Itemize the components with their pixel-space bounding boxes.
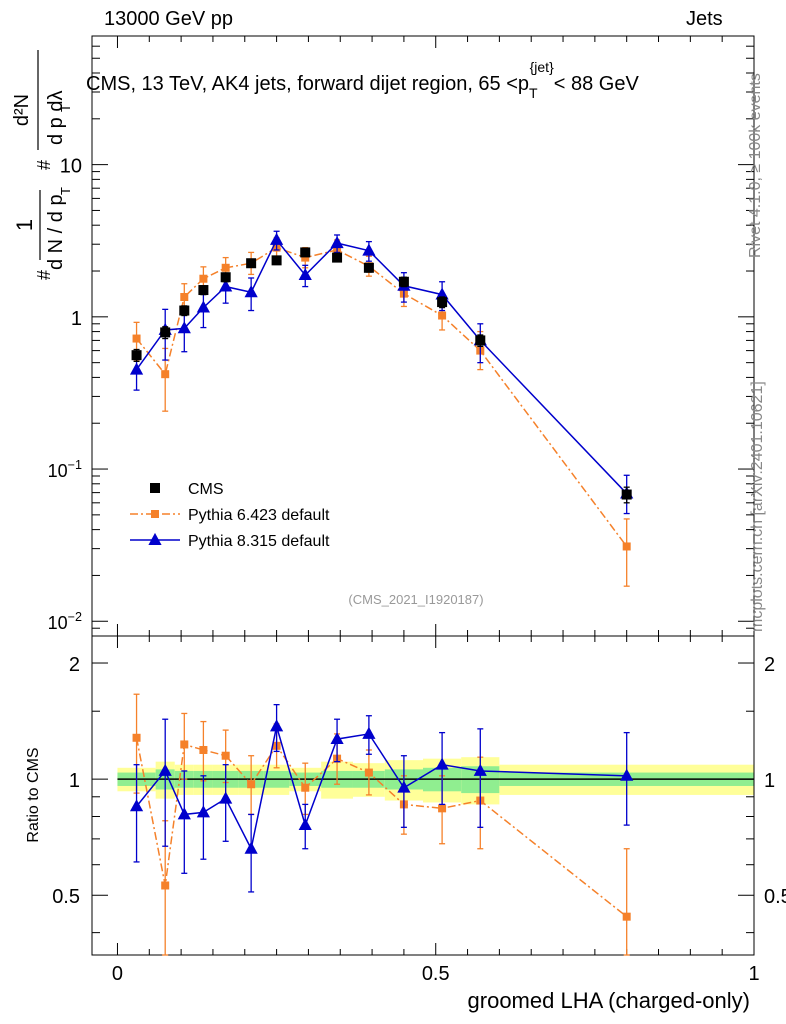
ratio-point-pythia8 <box>473 763 487 776</box>
ratio-point-pythia8 <box>177 807 191 820</box>
series-point-pythia6 <box>221 263 230 272</box>
y-tick-label: 1 <box>71 308 82 330</box>
ratio-point-pythia6 <box>132 733 141 742</box>
ratio-point-pythia8 <box>244 841 258 854</box>
y-tick-label: 10−1 <box>48 458 82 481</box>
energy-label: 13000 GeV pp <box>104 8 233 30</box>
legend-label: Pythia 8.315 default <box>188 533 330 550</box>
series-point-cms <box>198 285 209 296</box>
ratio-point-pythia6 <box>301 783 310 792</box>
series-point-pythia8 <box>196 300 210 313</box>
x-axis-title: groomed LHA (charged-only) <box>468 988 750 1013</box>
series-point-pythia8 <box>129 362 144 375</box>
x-tick-label: 1 <box>748 963 759 985</box>
series-line-pythia8 <box>135 238 628 495</box>
ratio-y-tick-label: 1 <box>764 770 775 792</box>
series-point-cms <box>475 335 486 346</box>
series-point-cms <box>220 272 231 283</box>
ratio-point-pythia8 <box>362 726 376 739</box>
ratio-point-pythia8 <box>620 768 634 781</box>
series-point-cms <box>160 327 171 338</box>
series-point-pythia8 <box>362 243 376 256</box>
x-tick-label: 0.5 <box>422 963 450 985</box>
ratio-point-pythia8 <box>219 791 233 804</box>
series-point-cms <box>271 255 282 266</box>
series-point-cms <box>246 258 257 269</box>
series-point-pythia8 <box>435 287 449 300</box>
legend-marker-pythia6 <box>151 510 159 518</box>
ratio-point-pythia8 <box>129 799 144 812</box>
ratio-y-tick-label: 2 <box>69 654 80 676</box>
y-title-sub: T <box>58 187 73 195</box>
ratio-point-pythia8 <box>435 757 449 770</box>
ratio-y-tick-label: 1 <box>69 770 80 792</box>
ratio-y-tick-label: 0.5 <box>764 886 786 908</box>
category-label: Jets <box>686 8 723 30</box>
x-tick-label: 0 <box>112 963 123 985</box>
ratio-point-pythia8 <box>330 731 344 745</box>
series-point-pythia6 <box>132 334 141 343</box>
series-point-pythia8 <box>244 285 258 298</box>
series-point-cms <box>621 489 632 500</box>
y-title-one: 1 <box>12 219 37 231</box>
series-point-pythia8 <box>298 267 312 281</box>
y-title-den: d p dλ <box>45 91 67 145</box>
chart-title: CMS, 13 TeV, AK4 jets, forward dijet reg… <box>86 59 639 101</box>
y-title-hash: # <box>34 160 54 170</box>
legend-label: Pythia 6.423 default <box>188 507 330 524</box>
series-point-pythia8 <box>269 232 284 245</box>
legend-marker-pythia8 <box>148 532 162 545</box>
y-title-den: d N / d p <box>45 194 67 270</box>
ratio-point-pythia8 <box>158 763 172 776</box>
series-point-pythia8 <box>330 235 344 249</box>
series-line-pythia6 <box>135 246 628 547</box>
y-axis-title: #1 d N / d pT#d²N d p dλT <box>11 50 73 280</box>
ratio-point-pythia8 <box>397 780 411 793</box>
ratio-point-pythia6 <box>438 804 447 813</box>
ratio-point-pythia6 <box>247 780 256 789</box>
y-tick-label: 10 <box>60 156 82 178</box>
series-point-cms <box>363 262 374 273</box>
mcplots-label: mcplots.cern.ch [arXiv:2401.10621] <box>749 381 766 632</box>
series-point-cms <box>332 252 343 263</box>
legend-label: CMS <box>188 481 224 498</box>
ratio-point-pythia6 <box>161 881 170 890</box>
series-point-cms <box>300 247 311 258</box>
ratio-point-pythia6 <box>364 768 373 777</box>
series-point-pythia8 <box>177 321 191 334</box>
series-point-cms <box>398 276 409 287</box>
series-point-cms <box>131 350 142 361</box>
ratio-point-pythia6 <box>622 912 631 921</box>
ratio-point-pythia6 <box>221 751 230 760</box>
y-title-sub: T <box>58 104 73 112</box>
rivet-version-label: Rivet 4.1.0, ≥ 100k events <box>747 73 764 258</box>
ratio-point-pythia8 <box>298 817 312 831</box>
series-point-pythia8 <box>219 279 233 292</box>
ratio-point-pythia6 <box>199 745 208 754</box>
series-point-pythia6 <box>301 253 310 262</box>
series-point-pythia6 <box>622 542 631 551</box>
ratio-point-pythia8 <box>269 719 284 732</box>
ratio-frame <box>91 635 755 956</box>
series-point-cms <box>437 297 448 308</box>
ratio-point-pythia8 <box>196 805 210 818</box>
y-title-num: d²N <box>11 94 33 126</box>
ratio-y-axis-title: Ratio to CMS <box>25 747 42 842</box>
y-tick-label: 10−2 <box>48 610 82 633</box>
legend-marker-cms <box>150 483 160 493</box>
series-point-pythia6 <box>161 370 170 379</box>
ratio-point-pythia6 <box>180 740 189 749</box>
y-title-hash: # <box>34 270 54 280</box>
ratio-y-tick-label: 0.5 <box>52 886 80 908</box>
ratio-y-tick-label: 2 <box>764 654 775 676</box>
series-point-pythia6 <box>438 311 447 320</box>
series-point-pythia6 <box>180 292 189 301</box>
series-point-cms <box>179 305 190 316</box>
analysis-tag: (CMS_2021_I1920187) <box>348 592 483 607</box>
ratio-line-pythia6 <box>135 737 628 918</box>
series-point-pythia6 <box>199 274 208 283</box>
